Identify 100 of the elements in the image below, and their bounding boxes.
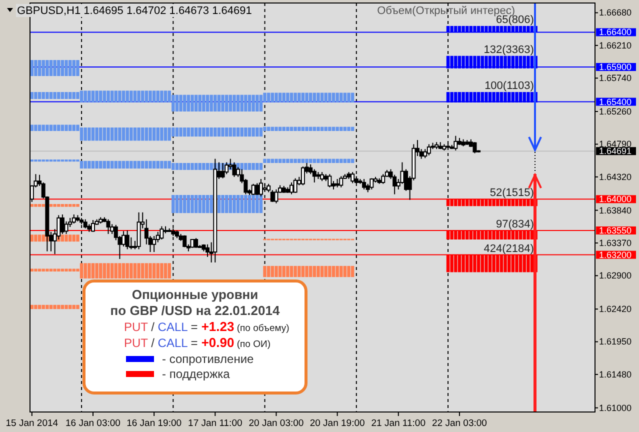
candlestick <box>274 188 278 204</box>
candlestick <box>454 135 458 151</box>
bar <box>60 60 64 76</box>
bar <box>244 128 248 137</box>
bar <box>224 194 228 214</box>
candlestick <box>350 172 355 184</box>
candlestick <box>125 230 130 250</box>
bar <box>179 194 182 214</box>
bar <box>294 158 297 163</box>
candlestick <box>60 214 64 234</box>
bar <box>60 204 64 207</box>
bar <box>152 160 156 169</box>
bar <box>38 92 42 99</box>
bar <box>60 268 64 272</box>
bar <box>148 160 152 169</box>
bar <box>206 94 210 112</box>
bar <box>172 194 175 214</box>
bar <box>274 266 278 278</box>
bar <box>114 263 118 278</box>
bar <box>259 162 263 170</box>
bar <box>141 263 144 278</box>
bar <box>259 128 263 137</box>
bar <box>60 92 64 99</box>
bar <box>57 268 60 272</box>
bar <box>217 94 221 112</box>
bar <box>30 92 34 99</box>
bar <box>172 162 175 170</box>
bar <box>53 92 56 99</box>
bar <box>343 266 347 278</box>
y-tick-label: 1.62420 <box>599 304 632 314</box>
bar <box>221 128 224 137</box>
bar <box>126 160 129 169</box>
ref-line-label: 1.65400 <box>599 96 632 107</box>
candlestick <box>362 178 366 190</box>
ref-line-label: 1.64691 <box>599 146 632 156</box>
bar <box>34 204 38 207</box>
bar <box>68 204 72 207</box>
bar <box>144 128 148 141</box>
candlestick <box>300 166 305 186</box>
bar <box>72 268 76 272</box>
bar <box>350 92 354 102</box>
x-tick-label: 21 Jan 11:00 <box>371 418 426 429</box>
bar <box>294 126 297 131</box>
bar <box>38 268 42 272</box>
bar <box>210 128 213 137</box>
bar <box>312 266 316 278</box>
bar <box>118 263 122 278</box>
bar <box>183 94 186 112</box>
bar <box>214 128 217 137</box>
bar <box>72 124 76 131</box>
bar <box>194 162 198 170</box>
bar <box>179 94 182 112</box>
bar <box>198 194 202 214</box>
bar <box>99 128 102 141</box>
bar <box>30 204 34 207</box>
bar <box>336 158 339 163</box>
bar <box>95 128 98 141</box>
bar <box>328 126 332 131</box>
bar <box>110 263 114 278</box>
bar <box>332 92 336 102</box>
candlestick <box>83 218 88 229</box>
bar <box>34 268 38 272</box>
bar <box>160 128 164 141</box>
bar <box>64 60 68 76</box>
bar <box>99 263 102 278</box>
y-tick-label: 1.65260 <box>599 106 632 117</box>
bar <box>148 128 152 141</box>
bar <box>190 162 194 170</box>
bar <box>84 263 87 278</box>
bar <box>141 90 144 102</box>
bar <box>256 162 259 170</box>
bar <box>350 266 354 278</box>
bar <box>320 266 324 278</box>
bar <box>68 234 72 242</box>
bar <box>244 194 248 214</box>
bar <box>278 266 282 278</box>
bar <box>76 234 80 242</box>
annotation: 132(3363) <box>484 44 534 56</box>
bar <box>183 194 186 214</box>
bar <box>38 60 42 76</box>
bar <box>332 266 336 278</box>
bar <box>84 128 87 141</box>
bar <box>210 194 213 214</box>
bar <box>57 60 60 76</box>
ref-line-label: 1.63550 <box>599 225 632 236</box>
bar <box>64 124 68 131</box>
bar <box>194 94 198 112</box>
bar <box>232 194 236 214</box>
bar <box>224 128 228 137</box>
bar <box>72 204 76 207</box>
bar <box>240 128 244 137</box>
bar <box>210 162 213 170</box>
bar <box>106 160 110 169</box>
bar <box>290 92 294 102</box>
bar <box>46 92 49 99</box>
bar <box>34 60 38 76</box>
bar <box>206 162 210 170</box>
candlestick <box>328 174 332 188</box>
bar <box>53 204 56 207</box>
bar <box>106 263 110 278</box>
